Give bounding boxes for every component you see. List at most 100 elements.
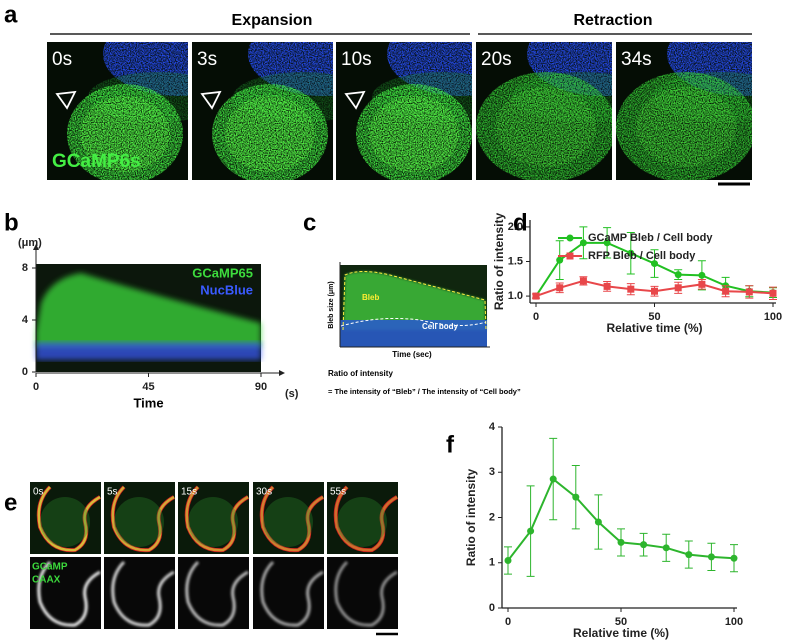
micrograph: 20s: [476, 42, 612, 180]
axis-label: Bleb size (μm): [328, 281, 335, 328]
arrowhead: [200, 90, 222, 110]
marker: [730, 554, 738, 562]
micrograph-content: [327, 482, 398, 554]
micrograph-content: [616, 42, 752, 180]
x-axis-label: Time: [133, 395, 163, 410]
micrograph-content: [336, 42, 472, 180]
region-label: Cell body: [422, 322, 459, 331]
membrane: [185, 486, 249, 552]
marker: [745, 288, 753, 296]
micrograph-content: [192, 42, 333, 180]
micrograph-content: [253, 557, 324, 629]
x-tick-label: 0: [33, 381, 39, 393]
axis-label: Time (sec): [392, 350, 432, 359]
cell-body: [340, 320, 487, 347]
y-tick-label: 2: [489, 511, 495, 523]
arrowhead: [344, 90, 366, 110]
micrograph: 10s: [336, 42, 472, 180]
marker: [722, 287, 730, 295]
micrograph: [327, 482, 398, 554]
micrograph-content: [253, 482, 324, 554]
marker: [532, 292, 540, 300]
panel-label: f: [446, 431, 455, 458]
x-tick-label: 50: [648, 311, 660, 323]
marker: [651, 287, 658, 295]
y-axis-label: Ratio of intensity: [492, 213, 506, 311]
marker: [769, 289, 777, 297]
membrane: [37, 560, 101, 627]
time-label: 0s: [52, 49, 72, 70]
bleb-core: [225, 96, 315, 172]
micrograph: [253, 557, 324, 629]
x-tick-label: 45: [142, 381, 154, 393]
panel-label: c: [303, 209, 316, 236]
marker: [651, 260, 658, 268]
axis-unit: (s): [285, 388, 299, 400]
arrowhead: [55, 90, 77, 110]
background: [104, 482, 175, 554]
axis-arrow: [279, 370, 285, 376]
x-axis-label: Relative time (%): [606, 321, 702, 335]
channel-label: GCaMP6s: [52, 151, 141, 172]
panel-label: a: [4, 1, 18, 28]
channel-label: GCaMP: [32, 562, 68, 573]
marker: [603, 239, 611, 247]
y-tick-label: 2.0: [508, 221, 523, 233]
marker: [549, 475, 557, 483]
membrane: [37, 486, 101, 552]
legend-marker: [566, 234, 574, 242]
bleb-core: [369, 96, 459, 172]
y-tick-label: 8: [22, 262, 28, 274]
note: = The intensity of “Bleb” / The intensit…: [328, 387, 521, 396]
panel-label: b: [4, 209, 19, 236]
time-label: 15s: [181, 487, 197, 498]
micrograph-content: [47, 42, 188, 180]
axis-arrow: [33, 244, 39, 250]
y-tick-label: 1: [489, 557, 495, 569]
marker: [674, 284, 682, 292]
time-label: 10s: [341, 49, 372, 70]
region-label: Bleb: [362, 293, 379, 302]
marker: [572, 493, 580, 501]
time-label: 30s: [256, 487, 272, 498]
marker: [579, 277, 587, 285]
x-tick-label: 90: [255, 381, 267, 393]
schematic: [339, 262, 490, 348]
phase-label: Expansion: [232, 12, 313, 29]
background: [253, 482, 324, 554]
bleb-core: [496, 87, 596, 167]
background: [327, 482, 398, 554]
y-tick-label: 4: [489, 421, 496, 433]
micrograph-content: [476, 42, 612, 180]
membrane: [185, 560, 249, 627]
micrograph-content: [178, 557, 249, 629]
time-label: 5s: [107, 487, 118, 498]
micrograph-content: [178, 482, 249, 554]
background: [30, 482, 101, 554]
y-tick-label: 1.0: [508, 290, 523, 302]
micrograph: [178, 482, 249, 554]
background: [30, 557, 101, 629]
marker: [627, 285, 635, 293]
y-tick-label: 0: [489, 602, 495, 614]
note-title: Ratio of intensity: [328, 369, 393, 378]
y-tick-label: 1.5: [508, 255, 523, 267]
background: [327, 557, 398, 629]
bleb-outline: [342, 271, 487, 331]
membrane: [334, 486, 398, 552]
membrane: [260, 560, 324, 627]
cytoplasm: [337, 497, 387, 547]
micrograph-content: [30, 557, 101, 629]
legend-text: GCaMP65: [192, 265, 253, 280]
x-tick-label: 50: [615, 616, 627, 628]
marker: [698, 271, 706, 279]
micrograph: [30, 557, 101, 629]
background: [104, 557, 175, 629]
micrograph-content: [30, 482, 101, 554]
micrograph: 34s: [616, 42, 752, 180]
x-tick-label: 0: [505, 616, 511, 628]
marker: [579, 239, 587, 247]
micrograph: [178, 557, 249, 629]
panel-label: e: [4, 489, 17, 516]
